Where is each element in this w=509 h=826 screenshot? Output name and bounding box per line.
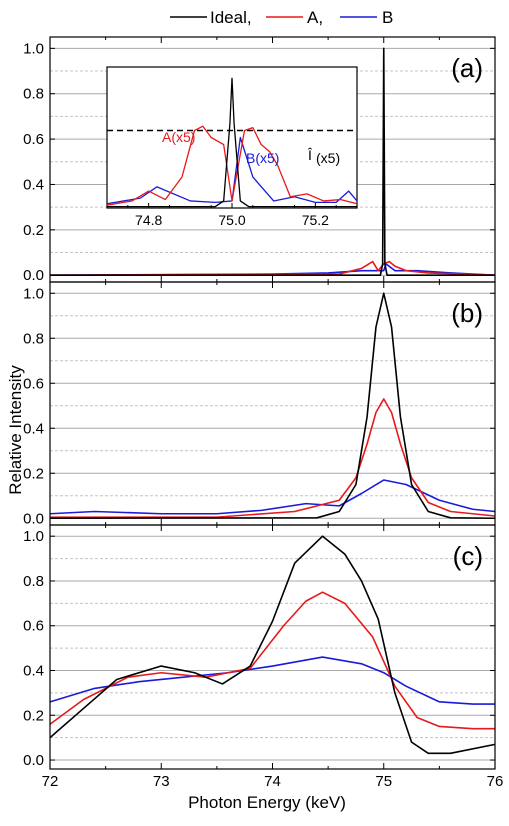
series-line-a bbox=[49, 260, 496, 276]
y-tick-label: 0.4 bbox=[23, 663, 44, 680]
y-axis-title: Relative Intensity bbox=[6, 365, 25, 495]
panel-a: 0.0 0.2 0.4 0.6 0.8 1.0 (a) 74.8 75.0 75.2 A(x5) B(… bbox=[23, 36, 496, 284]
inset-annotation-i-sub: (x5) bbox=[316, 150, 340, 166]
panel-c: 0.0 0.2 0.4 0.6 0.8 1.0 (c) bbox=[23, 524, 496, 770]
panel-label: (b) bbox=[451, 298, 483, 328]
y-tick-label: 1.0 bbox=[23, 285, 44, 302]
y-tick-label: 0.8 bbox=[23, 86, 44, 103]
panels: 0.0 0.2 0.4 0.6 0.8 1.0 (a) 74.8 75.0 75.2 A(x5) B(… bbox=[23, 36, 496, 770]
y-tick-label: 0.2 bbox=[23, 222, 44, 239]
inset-series-line bbox=[107, 77, 357, 208]
panel-b: 0.0 0.2 0.4 0.6 0.8 1.0 (b) bbox=[23, 281, 496, 527]
legend-label-b: B bbox=[382, 8, 393, 27]
inset-series-line bbox=[106, 125, 358, 206]
x-tick-label: 74 bbox=[264, 773, 281, 790]
x-axis-title: Photon Energy (keV) bbox=[188, 793, 346, 812]
series-line-a bbox=[50, 398, 496, 518]
series-line-b bbox=[49, 656, 495, 705]
x-tick-labels: 72 73 74 75 76 bbox=[42, 773, 504, 790]
inset-x-tick-label: 74.8 bbox=[135, 212, 162, 228]
plot-frame bbox=[49, 281, 496, 526]
inset-x-tick-label: 75.2 bbox=[302, 212, 329, 228]
y-tick-label: 1.0 bbox=[23, 528, 44, 545]
inset-annotation-b: B(x5) bbox=[246, 150, 279, 166]
plot-frame bbox=[49, 524, 496, 770]
y-tick-label: 0.2 bbox=[23, 707, 44, 724]
y-tick-label: 0.6 bbox=[23, 618, 44, 635]
inset-series-line bbox=[106, 136, 358, 205]
inset: 74.8 75.0 75.2 A(x5) B(x5) Î (x5) bbox=[106, 66, 358, 228]
y-tick-label: 1.0 bbox=[23, 40, 44, 57]
panel-label: (a) bbox=[451, 53, 483, 83]
x-tick-label: 73 bbox=[153, 773, 170, 790]
panel-label: (c) bbox=[453, 541, 483, 571]
y-tick-label: 0.4 bbox=[23, 420, 44, 437]
series-line-ideal bbox=[49, 535, 496, 755]
y-tick-label: 0.8 bbox=[23, 573, 44, 590]
y-tick-label: 0.8 bbox=[23, 330, 44, 347]
y-tick-label: 0.0 bbox=[23, 510, 44, 527]
inset-annotation-a: A(x5) bbox=[162, 129, 195, 145]
legend: Ideal, A, B bbox=[170, 8, 393, 27]
series-line-b bbox=[49, 479, 496, 515]
y-tick-label: 0.0 bbox=[23, 752, 44, 769]
legend-label-ideal: Ideal, bbox=[210, 8, 252, 27]
inset-x-tick-label: 75.0 bbox=[218, 212, 245, 228]
x-tick-label: 72 bbox=[42, 773, 59, 790]
inset-annotation-i-hat: Î bbox=[307, 147, 313, 163]
y-tick-label: 0.4 bbox=[23, 176, 44, 193]
y-tick-label: 0.2 bbox=[23, 465, 44, 482]
y-tick-label: 0.6 bbox=[23, 375, 44, 392]
y-tick-label: 0.0 bbox=[23, 267, 44, 284]
legend-label-a: A, bbox=[307, 8, 323, 27]
series-line-a bbox=[49, 591, 495, 730]
x-tick-label: 76 bbox=[487, 773, 504, 790]
x-tick-label: 75 bbox=[375, 773, 392, 790]
y-tick-label: 0.6 bbox=[23, 131, 44, 148]
